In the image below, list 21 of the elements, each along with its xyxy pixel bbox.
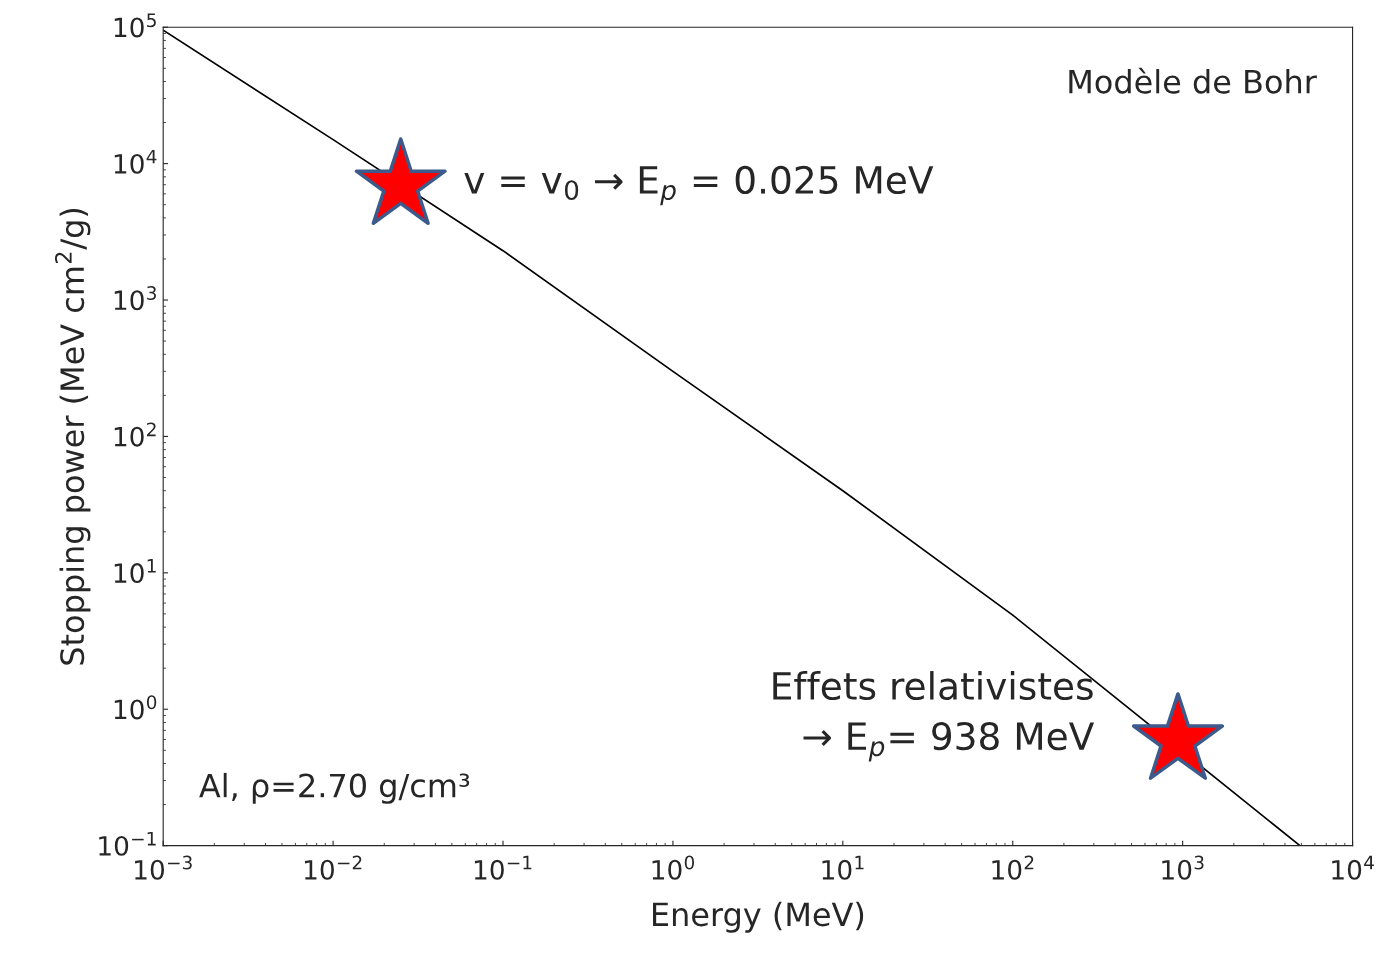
y-tick-label: 10$^{−1}$ bbox=[99, 831, 156, 856]
annotation: Modèle de Bohr bbox=[1069, 67, 1317, 94]
x-tick-label: 10$^{4}$ bbox=[1332, 855, 1374, 880]
annotation: v = v$_{0}$ → E$_{p}$ = 0.025 MeV bbox=[464, 165, 934, 206]
x-tick-label: 10$^{−2}$ bbox=[305, 855, 362, 880]
y-tick-label: 10$^{2}$ bbox=[114, 422, 156, 447]
y-tick-label: 10$^{4}$ bbox=[114, 149, 157, 174]
y-tick-label: 10$^{3}$ bbox=[114, 286, 156, 311]
y-tick-label: 10$^{5}$ bbox=[114, 13, 156, 38]
y-tick-label: 10$^{1}$ bbox=[114, 559, 156, 584]
x-tick-label: 10$^{1}$ bbox=[822, 855, 864, 880]
y-axis-title: Stopping power (MeV cm$^{2}$/g) bbox=[54, 208, 91, 665]
x-tick-label: 10$^{3}$ bbox=[1162, 855, 1204, 880]
x-tick-label: 10$^{2}$ bbox=[992, 855, 1034, 880]
annotation: Effets relativistes → E$_{p}$= 938 MeV bbox=[773, 671, 1095, 762]
x-tick-label: 10$^{0}$ bbox=[652, 855, 695, 880]
annotation: Al, ρ=2.70 g/cm³ bbox=[199, 772, 470, 804]
x-axis-title: Energy (MeV) bbox=[653, 901, 864, 933]
y-tick-label: 10$^{0}$ bbox=[114, 695, 157, 720]
x-tick-label: 10$^{−1}$ bbox=[474, 855, 532, 880]
x-tick-label: 10$^{−3}$ bbox=[135, 855, 192, 880]
